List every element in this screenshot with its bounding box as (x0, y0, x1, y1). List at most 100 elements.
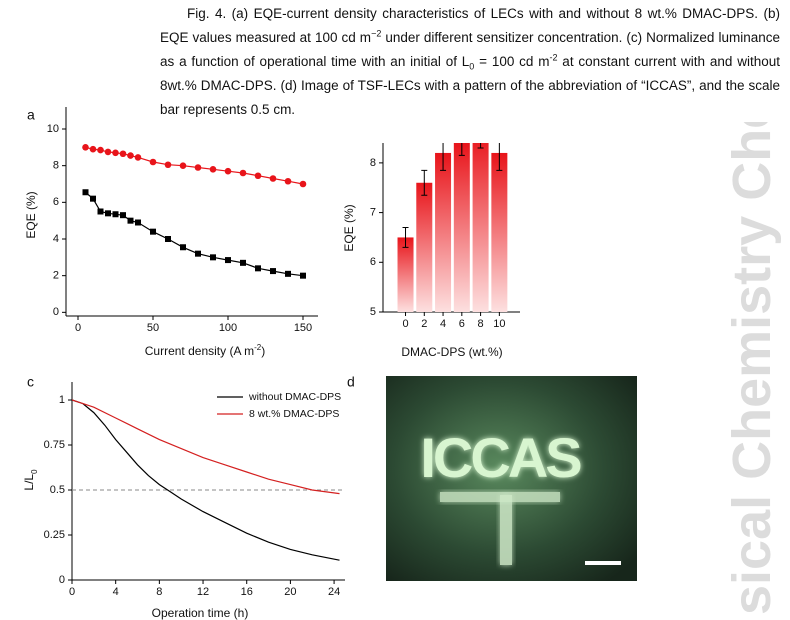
y-tick-label: 7 (370, 206, 376, 218)
marker (134, 154, 142, 161)
marker (239, 169, 247, 177)
marker (210, 254, 216, 261)
y-tick-label: 1 (59, 394, 65, 406)
marker (224, 167, 232, 175)
error-bar (477, 143, 484, 149)
text-run: Current density (A m (145, 344, 254, 358)
error-bar (496, 143, 503, 171)
text-run: ) (261, 344, 265, 358)
caption-run: = 100 cd m (474, 54, 550, 69)
x-tick-label: 100 (219, 322, 237, 334)
text-run: L/L (22, 474, 36, 491)
series-line (85, 191, 304, 277)
subscript: 0 (30, 469, 39, 474)
marker (285, 270, 291, 277)
marker (269, 175, 277, 182)
marker (284, 177, 292, 185)
marker (104, 148, 112, 156)
y-tick-label: 2 (53, 270, 59, 282)
marker (225, 257, 231, 264)
chart: 0 2 4 6 8 10 5 6 7 8 DMAC-DPS (wt.%) EQE (%) (342, 143, 520, 359)
x-tick-label: 24 (328, 586, 340, 598)
x-tick-label: 4 (440, 318, 446, 330)
y-tick-label: 8 (53, 160, 59, 172)
marker (150, 228, 156, 235)
x-tick-label: 50 (147, 322, 159, 334)
series-line (72, 399, 340, 495)
marker (180, 244, 186, 251)
y-tick-label: 6 (370, 256, 376, 268)
figure-caption: Fig. 4. (a) EQE-current density characte… (160, 2, 780, 122)
y-axis-label: EQE (%) (24, 191, 38, 238)
marker (254, 172, 262, 180)
y-tick-label: 8 (370, 157, 376, 169)
bar (416, 182, 433, 312)
series-line (72, 399, 340, 561)
y-axis-label: EQE (%) (342, 204, 356, 251)
bar (397, 237, 414, 312)
marker (300, 272, 306, 279)
bar (435, 152, 452, 312)
x-tick-label: 4 (113, 586, 119, 598)
bar (491, 152, 508, 312)
x-tick-label: 10 (493, 318, 505, 330)
caption-run: Fig. 4. (a) EQE-current density characte… (160, 6, 780, 45)
marker (209, 166, 217, 173)
caption-run: 0 (469, 61, 475, 72)
bar (472, 143, 489, 312)
error-bar (458, 143, 465, 156)
photo-text: ICCAS (420, 426, 581, 489)
marker (255, 265, 261, 272)
marker (179, 162, 187, 169)
marker (195, 250, 201, 257)
bar (453, 143, 470, 312)
marker (105, 210, 111, 217)
x-tick-label: 12 (197, 586, 209, 598)
y-axis-label: L/L0 (22, 469, 38, 491)
marker (112, 211, 119, 218)
x-tick-label: 0 (75, 322, 81, 334)
marker (82, 189, 89, 196)
marker (120, 212, 126, 219)
chart: a 0 50 100 150 0 2 4 6 8 10 Current density (A m-2)… (24, 107, 318, 358)
x-tick-label: 2 (421, 318, 427, 330)
legend-label: without DMAC-DPS (248, 391, 341, 403)
x-tick-label: 8 (478, 318, 484, 330)
x-tick-label: 16 (241, 586, 253, 598)
marker (165, 236, 171, 242)
chart: c 0 4 8 12 16 20 24 0 0.25 0.5 0.75 1 Operation time … (22, 374, 345, 620)
x-tick-label: 0 (402, 318, 408, 330)
superscript: -2 (254, 343, 262, 352)
y-tick-label: 10 (47, 123, 59, 135)
x-tick-label: 6 (459, 318, 465, 330)
y-tick-label: 0 (59, 574, 65, 586)
error-bar (421, 169, 428, 196)
x-tick-label: 150 (294, 322, 312, 334)
caption-run: -2 (549, 52, 558, 63)
y-tick-label: 0.5 (50, 484, 65, 496)
x-tick-label: 0 (69, 586, 75, 598)
y-tick-label: 0.25 (44, 529, 65, 541)
marker (90, 195, 96, 202)
panel-label: c (27, 374, 34, 390)
x-axis-label: Operation time (h) (152, 606, 249, 620)
panel-label: a (27, 107, 35, 123)
caption-run: −2 (371, 28, 382, 39)
marker (97, 146, 104, 154)
pattern-bar (440, 492, 560, 502)
marker (240, 259, 246, 266)
marker (89, 145, 97, 153)
marker (119, 150, 127, 158)
marker (82, 144, 89, 151)
caption-run: at constant current with and without 8wt… (160, 54, 780, 117)
error-bar (402, 227, 409, 248)
x-tick-label: 8 (156, 586, 162, 598)
pattern-stem (500, 495, 512, 565)
x-tick-label: 20 (284, 586, 296, 598)
marker (127, 152, 134, 159)
caption-run: under different sensitizer concentration… (160, 30, 780, 69)
legend-label: 8 wt.% DMAC-DPS (249, 408, 339, 420)
marker (299, 180, 307, 188)
marker (127, 217, 134, 224)
